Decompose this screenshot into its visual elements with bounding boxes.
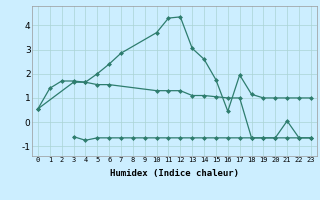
X-axis label: Humidex (Indice chaleur): Humidex (Indice chaleur) [110, 169, 239, 178]
